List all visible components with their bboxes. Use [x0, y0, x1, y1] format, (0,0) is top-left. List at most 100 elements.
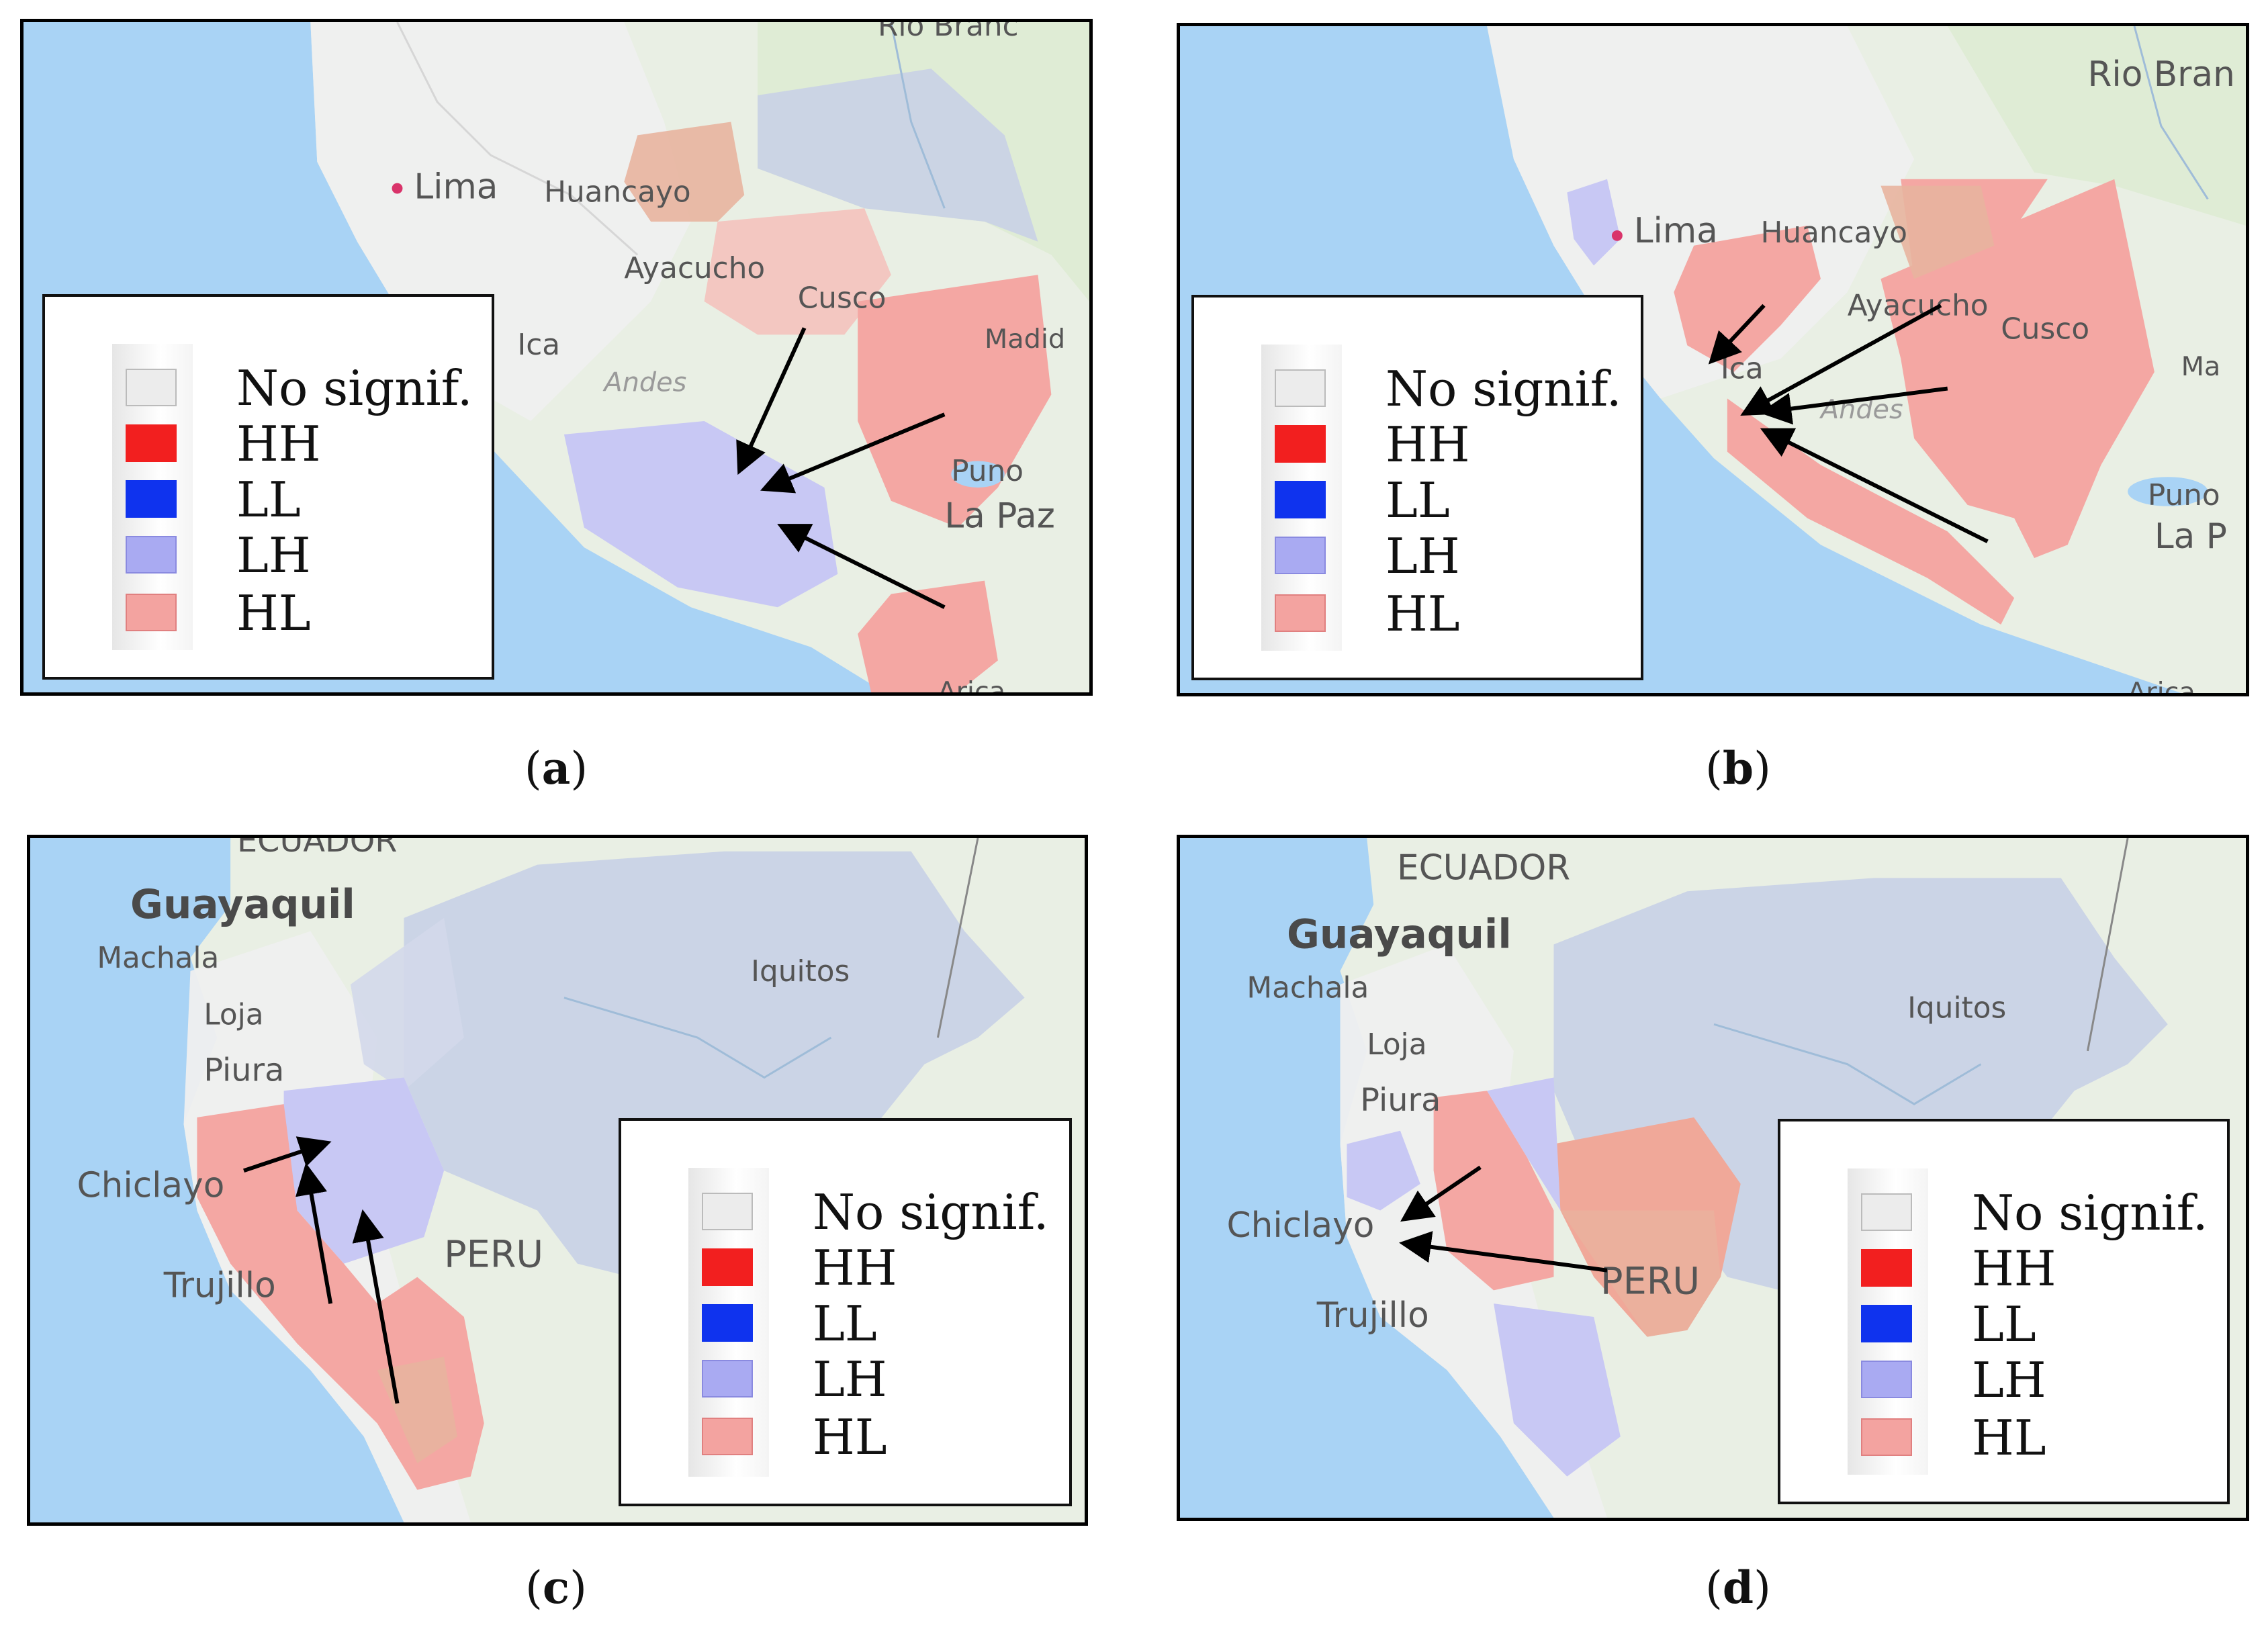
legend-label-hl: HL — [1972, 1410, 2046, 1466]
swatch-lh — [126, 536, 177, 574]
label-chiclayo: Chiclayo — [1227, 1205, 1375, 1246]
river — [890, 22, 946, 209]
label-machala: Machala — [1246, 971, 1369, 1005]
lake-titicaca — [2128, 477, 2208, 506]
arrow-1 — [1708, 304, 1766, 365]
city-marker-lima — [392, 183, 403, 194]
legend-label-hh: HH — [236, 416, 321, 472]
arrow-1 — [243, 1136, 332, 1173]
label-lima: Lima — [414, 167, 498, 207]
legend-b: No signif. HH LL LH HL — [1191, 295, 1643, 680]
legend-c: No signif. HH LL LH HL — [619, 1118, 1072, 1506]
legend-label-lh: LH — [1972, 1352, 2046, 1408]
arrow-2 — [1399, 1231, 1608, 1273]
label-lima: Lima — [1634, 211, 1718, 251]
swatch-hh — [1275, 425, 1326, 463]
label-ecuador: ECUADOR — [237, 838, 397, 860]
legend-d: No signif. HH LL LH HL — [1778, 1119, 2230, 1504]
legend-row-ll: LL — [621, 1296, 1069, 1351]
region-lh-cajamarca — [283, 1077, 445, 1264]
label-ayacucho: Ayacucho — [624, 251, 765, 285]
region-lh-lima — [1567, 179, 1621, 266]
swatch-no-signif — [126, 369, 177, 406]
legend-row-lh: LH — [621, 1352, 1069, 1407]
legend-row-hl: HL — [1194, 586, 1641, 641]
label-madre-de-dios: Ma — [2181, 351, 2221, 382]
andes-highlands — [310, 22, 691, 422]
arrow-3 — [1759, 386, 1948, 425]
swatch-hl — [1275, 594, 1326, 632]
region-hl-south — [1880, 179, 2154, 559]
legend-row-ll: LL — [1780, 1297, 2227, 1352]
label-cusco: Cusco — [2001, 312, 2089, 346]
legend-row-hl: HL — [45, 586, 492, 641]
map-panel-b: Rio Bran Lima Huancayo Ayacucho Cusco Ic… — [1177, 23, 2249, 696]
label-loja: Loja — [1367, 1027, 1426, 1062]
label-peru: PERU — [1600, 1259, 1700, 1303]
swatch-hl — [1861, 1418, 1912, 1456]
lake-titicaca — [951, 461, 1005, 488]
label-rio-branco: Rio Bran — [2087, 54, 2234, 95]
legend-row-hh: HH — [1194, 417, 1641, 472]
label-ica: Ica — [517, 328, 560, 362]
legend-label-no-signif: No signif. — [1386, 361, 1622, 417]
legend-row-no-signif: No signif. — [1780, 1185, 2227, 1240]
label-ecuador: ECUADOR — [1397, 847, 1570, 888]
city-marker-lima — [1611, 230, 1623, 241]
label-loja: Loja — [203, 997, 263, 1032]
label-peru: PERU — [444, 1233, 543, 1277]
label-arica: Arica — [2128, 677, 2195, 693]
legend-label-hl: HL — [236, 585, 311, 641]
legend-label-hh: HH — [1972, 1240, 2056, 1297]
label-rio-branco: Rio Branc — [878, 22, 1019, 43]
legend-row-ll: LL — [45, 472, 492, 527]
label-iquitos: Iquitos — [1907, 991, 2006, 1025]
border-line — [396, 22, 639, 256]
swatch-no-signif — [702, 1193, 753, 1230]
legend-label-lh: LH — [1386, 528, 1460, 584]
legend-a: No signif. HH LL LH HL — [42, 294, 494, 680]
legend-row-hl: HL — [621, 1410, 1069, 1465]
legend-row-no-signif: No signif. — [621, 1185, 1069, 1240]
swatch-hh — [126, 424, 177, 462]
region-hl-puno — [858, 275, 1052, 528]
legend-row-hh: HH — [621, 1240, 1069, 1295]
legend-label-ll: LL — [1386, 472, 1450, 529]
swatch-ll — [1861, 1305, 1912, 1342]
label-trujillo: Trujillo — [1316, 1295, 1429, 1336]
label-la-paz: La Paz — [944, 496, 1054, 537]
legend-label-hh: HH — [1386, 416, 1470, 473]
border-line — [2087, 838, 2129, 1052]
swatch-no-signif — [1275, 369, 1326, 407]
region-loreto — [404, 851, 1025, 1344]
label-piura: Piura — [1360, 1082, 1441, 1119]
region-lh-amazonas — [1487, 1077, 1561, 1211]
region-hl-coast — [1727, 398, 2015, 625]
label-trujillo: Trujillo — [163, 1265, 276, 1305]
swatch-ll — [1275, 481, 1326, 518]
label-madre-de-dios: Madid — [985, 324, 1065, 355]
arrow-4 — [1760, 428, 1989, 543]
swatch-hl — [702, 1418, 753, 1455]
label-chiclayo: Chiclayo — [77, 1166, 225, 1206]
legend-label-no-signif: No signif. — [236, 360, 473, 416]
legend-label-ll: LL — [1972, 1296, 2036, 1353]
arrow-1 — [1400, 1165, 1482, 1222]
caption-c: (c) — [525, 1561, 587, 1614]
legend-row-hl: HL — [1780, 1410, 2227, 1465]
caption-b: (b) — [1705, 742, 1771, 794]
swatch-lh — [702, 1360, 753, 1397]
legend-label-hl: HL — [813, 1409, 887, 1465]
legend-row-no-signif: No signif. — [45, 361, 492, 416]
region-hl-san-martin-inner — [1560, 1210, 1721, 1337]
legend-label-lh: LH — [813, 1351, 887, 1408]
label-guayaquil: Guayaquil — [130, 882, 355, 928]
legend-label-hh: HH — [813, 1240, 897, 1296]
swatch-ll — [126, 480, 177, 518]
swatch-ll — [702, 1304, 753, 1342]
arrow-1 — [736, 327, 807, 475]
legend-label-ll: LL — [813, 1295, 877, 1352]
label-huancayo: Huancayo — [1761, 216, 1907, 250]
lowland — [1947, 26, 2246, 226]
river — [1713, 1023, 1982, 1105]
